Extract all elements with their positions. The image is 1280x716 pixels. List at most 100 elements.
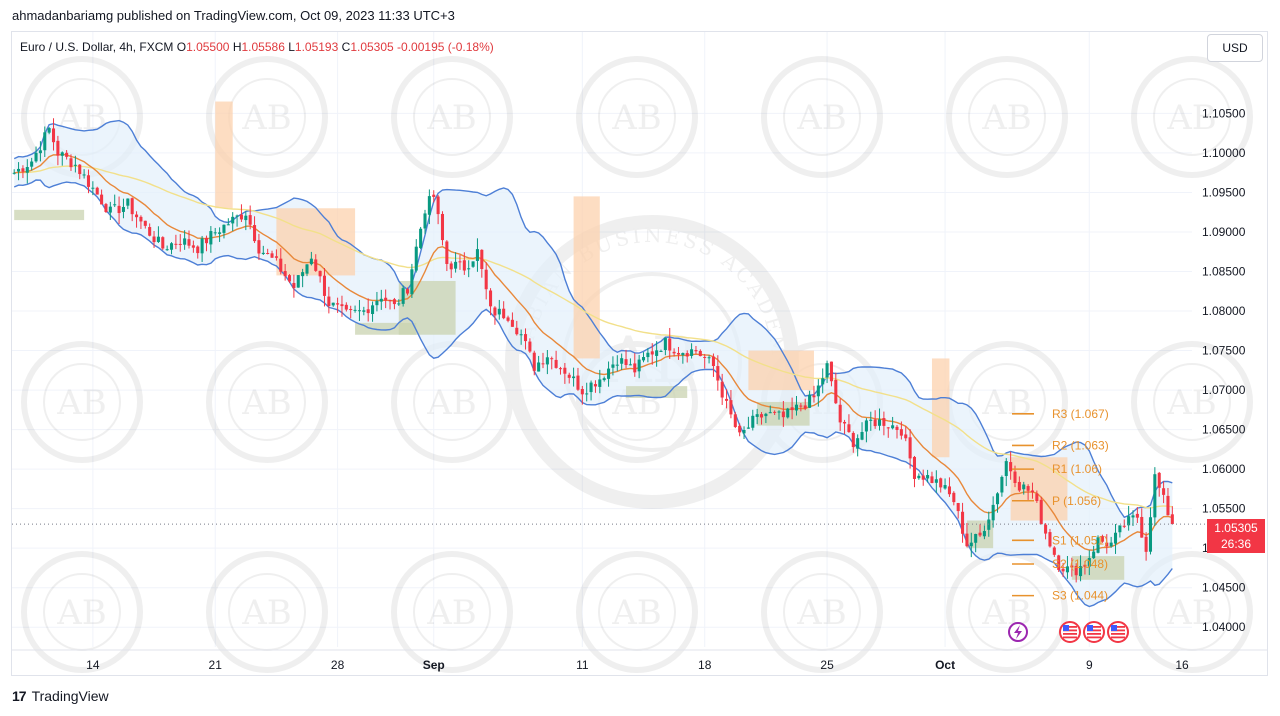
candle-body [445,241,449,264]
candle-body [506,317,510,321]
candle-body [314,259,318,271]
candle-body [1017,481,1021,491]
candle-body [1009,462,1013,472]
candle-body [572,376,576,379]
candle-body [349,309,353,311]
watermark-ring [1131,341,1253,463]
footer-brand[interactable]: 17 TradingView [12,688,109,704]
candle-body [296,275,300,288]
watermark-ring-inner [43,363,121,441]
candle-body [703,356,707,358]
us-flag-event-icon[interactable] [1107,621,1129,643]
pivot-label: R1 (1.06) [1052,462,1102,476]
candle-body [169,243,174,250]
candle-body [628,364,632,366]
zones [14,101,1125,580]
candle-body [480,249,484,269]
low-value: 1.05193 [294,40,339,54]
candle-body [174,243,178,245]
candle-body [786,408,790,418]
candle-body [593,384,597,387]
x-axis: 14 21 28 Sep 11 18 25 Oct 9 16 [86,658,1189,672]
candle-body [886,427,890,429]
candle-body [274,256,278,258]
candle-body [899,429,903,436]
lightning-bolt [1014,625,1022,639]
candle-body [239,214,243,220]
publish-info: ahmadanbariamg published on TradingView.… [12,8,455,23]
candle-body [825,363,829,378]
candle-body [475,249,479,261]
candle-body [226,224,230,226]
candle-body [1122,525,1126,527]
symbol-header: Euro / U.S. Dollar, 4h, FXCM O1.05500 H1… [20,40,494,54]
flag-stripe [1111,633,1125,635]
candle-body [668,338,672,351]
candle-body [104,204,108,212]
candle-body [327,296,331,307]
candle-body [497,308,501,315]
y-tick-label: 1.04500 [1202,581,1246,595]
watermark-ring [761,551,883,673]
demand-zone [355,322,417,335]
candle-body [384,297,388,301]
watermark-ring-inner [228,363,306,441]
candle-body [126,198,130,206]
candle-body [410,269,414,295]
watermark-ring-inner [413,78,491,156]
us-flag-event-icon[interactable] [1083,621,1105,643]
candle-body [598,379,602,387]
currency-button[interactable]: USD [1207,34,1263,62]
candle-body [86,175,91,187]
candle-body [191,245,195,248]
candle-body [43,132,47,151]
pivot-label: S2 (1.048) [1052,557,1108,571]
candle-body [641,357,646,361]
watermark-ring [946,56,1068,178]
chart-pane[interactable]: AB AB AB AB AB AB AB AB AB AB AB AB AB AB AB AB AB AB AB AB… [11,31,1268,676]
candle-body [1004,461,1008,477]
flag-stripe [1111,629,1125,632]
candle-body [331,302,335,306]
watermark-ring [391,56,513,178]
bollinger-lower [13,179,1173,608]
candle-body [663,337,667,351]
x-tick-label: 11 [576,658,589,672]
y-tick-label: 1.04000 [1202,620,1246,634]
candle-body [694,350,698,352]
candle-body [895,426,899,430]
candle-body [60,152,64,156]
candle-body [930,476,934,484]
candle-body [1092,551,1096,559]
candle-body [974,533,978,543]
candle-body [1135,513,1139,518]
candle-body [95,187,99,195]
watermark-text: AB [241,98,292,138]
candle-body [1074,565,1078,576]
candle-body [969,542,973,547]
candle-body [759,414,764,418]
candle-body [73,164,77,166]
candle-body [755,414,759,417]
candle-body [856,438,860,449]
candle-body [882,418,886,426]
us-flag-event-icon[interactable] [1059,621,1081,643]
candle-body [379,298,383,302]
candle-body [292,282,296,289]
candle-body [873,419,877,427]
candle-body [838,404,842,423]
candle-body [1061,568,1065,572]
watermark-ring-inner [783,78,861,156]
candle-body [405,289,410,294]
x-tick-label: Sep [423,658,445,672]
supply-zone [215,101,233,209]
candle-body [248,215,252,225]
high-label: H [232,40,242,54]
supply-zone [573,196,600,359]
candle-body [685,353,689,357]
flag-stripe [1063,633,1077,635]
lightning-event-icon[interactable] [1008,622,1028,642]
candle-body [130,198,134,215]
pivot-label: S1 (1.051) [1052,533,1108,547]
